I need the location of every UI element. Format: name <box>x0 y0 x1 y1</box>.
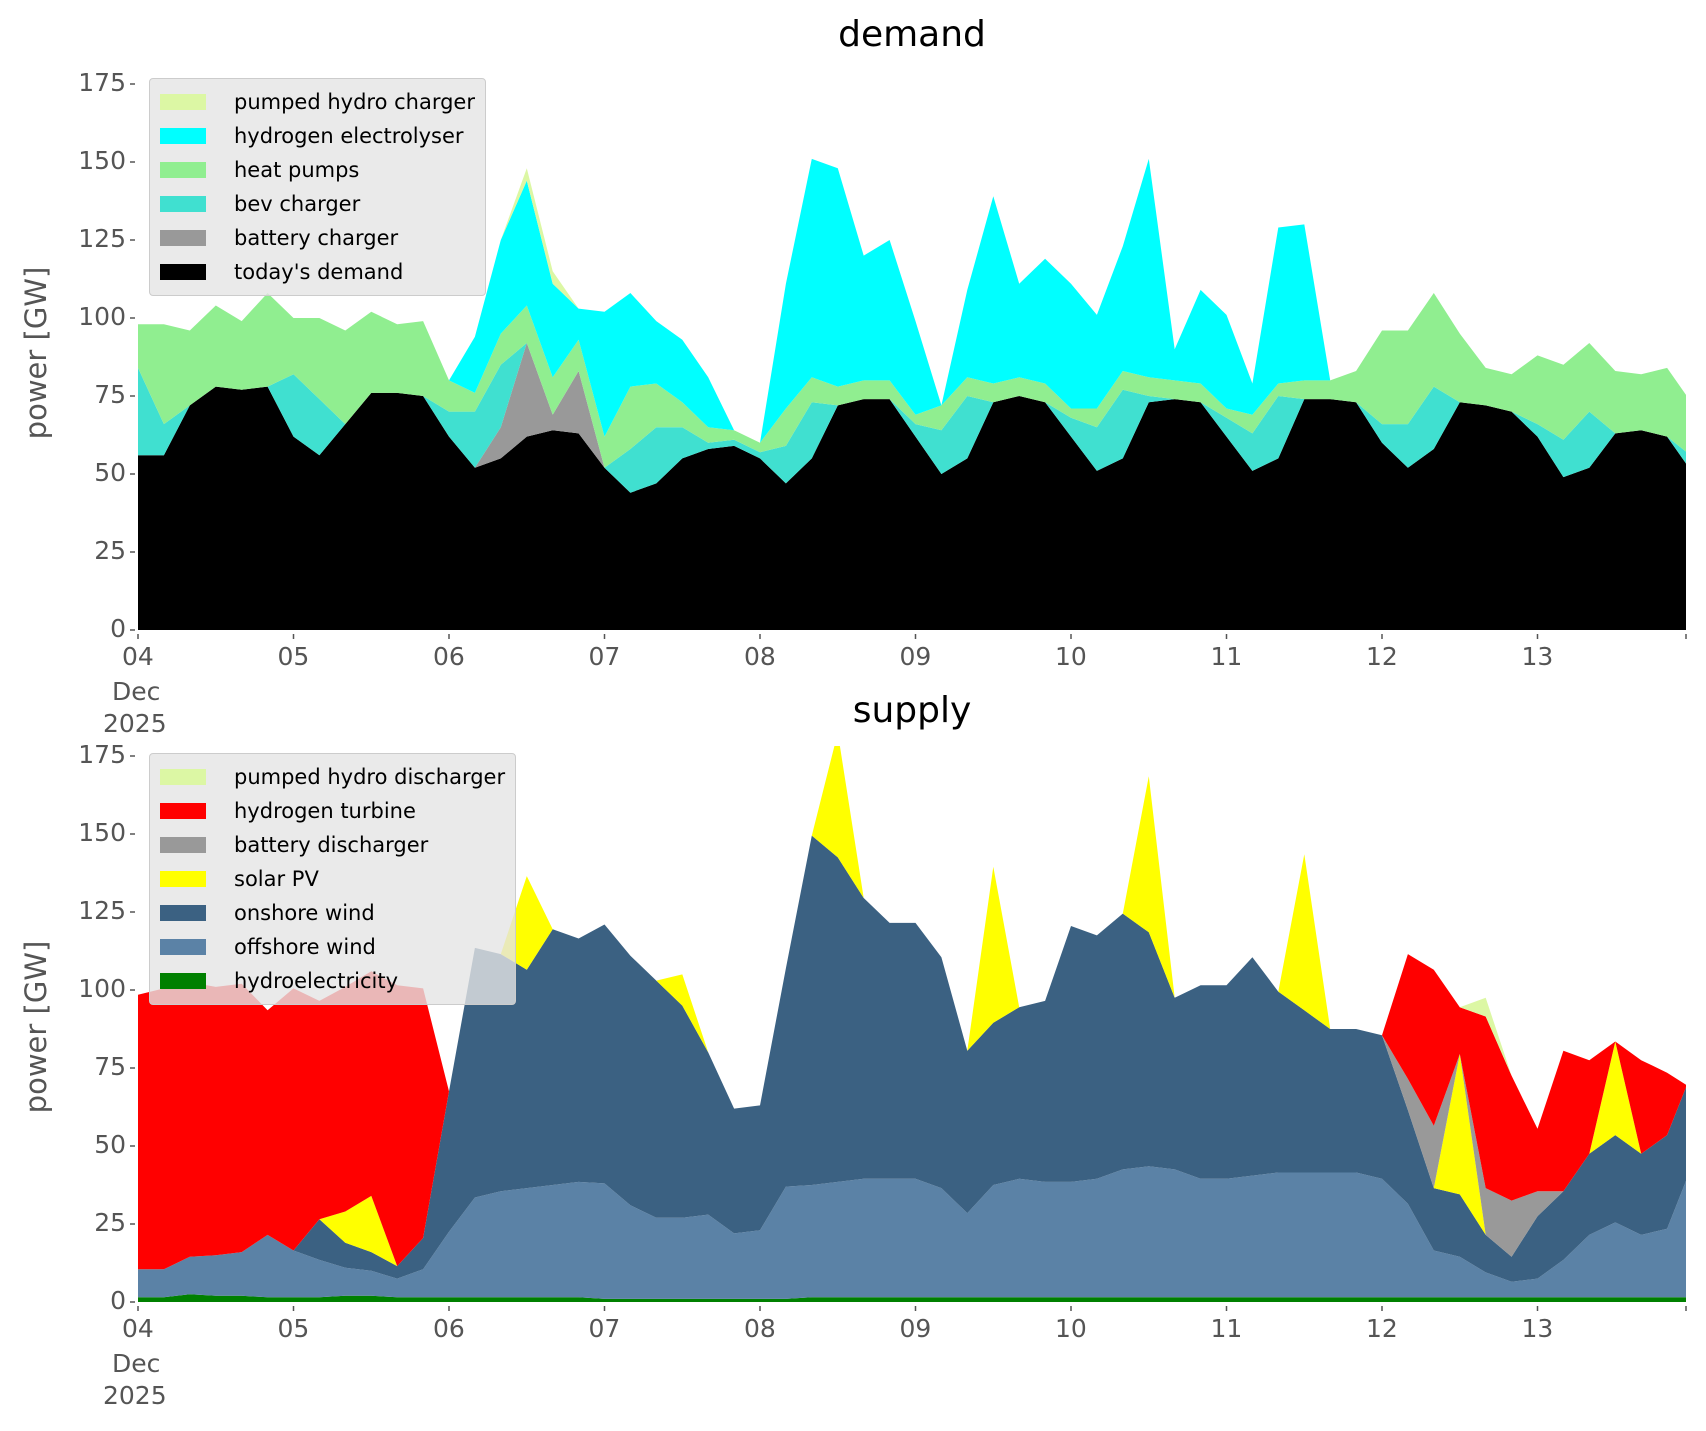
x-tick-label: 12 <box>1366 642 1398 671</box>
legend-item: onshore wind <box>158 896 505 930</box>
area-battery-discharger <box>138 746 1686 1270</box>
x-tick-label: 11 <box>1210 1314 1243 1343</box>
x-tick-label: 04 <box>122 1314 154 1343</box>
y-tick-label: 125 <box>78 224 126 253</box>
legend-label: pumped hydro charger <box>234 90 475 114</box>
x-tick-label: 07 <box>588 642 621 671</box>
y-tick-label: 175 <box>78 740 126 769</box>
legend-swatch <box>160 837 206 853</box>
y-tick-label: 100 <box>78 974 126 1003</box>
y-tick-label: 0 <box>110 1286 126 1315</box>
legend-item: pumped hydro discharger <box>158 760 505 794</box>
legend-label: battery discharger <box>234 833 429 857</box>
legend-item: pumped hydro charger <box>158 85 475 119</box>
y-tick-label: 0 <box>110 614 126 643</box>
x-tick-label: 07 <box>588 1314 621 1343</box>
area-hydroelectricity <box>138 1294 1686 1302</box>
legend-swatch <box>160 162 206 178</box>
legend-swatch <box>160 905 206 921</box>
supply-title: supply <box>852 690 972 731</box>
legend-swatch <box>160 128 206 144</box>
x-tick-label: 05 <box>277 1314 310 1343</box>
x-tick-month-label: Dec <box>112 1349 161 1378</box>
legend-item: heat pumps <box>158 153 475 187</box>
area-hydrogen-turbine <box>138 746 1686 1270</box>
legend-label: solar PV <box>234 867 319 891</box>
y-tick-label: 175 <box>78 68 126 97</box>
legend-item: hydrogen turbine <box>158 794 505 828</box>
x-tick-label: 10 <box>1055 642 1087 671</box>
legend-swatch <box>160 871 206 887</box>
area-offshore-wind <box>138 1166 1686 1299</box>
legend-swatch <box>160 939 206 955</box>
y-tick-label: 75 <box>94 380 126 409</box>
legend-item: solar PV <box>158 862 505 896</box>
x-tick-label: 05 <box>277 642 310 671</box>
x-tick-label: 08 <box>744 1314 776 1343</box>
demand-title: demand <box>838 14 986 55</box>
legend-item: offshore wind <box>158 930 505 964</box>
y-tick-label: 50 <box>94 1130 126 1159</box>
y-tick-label: 25 <box>94 1208 126 1237</box>
x-tick-label: 10 <box>1055 1314 1087 1343</box>
x-tick-label: 06 <box>433 1314 465 1343</box>
x-tick-year-label: 2025 <box>103 1381 167 1410</box>
legend-item: hydroelectricity <box>158 964 505 998</box>
x-tick-label: 11 <box>1210 642 1243 671</box>
legend-swatch <box>160 803 206 819</box>
legend-swatch <box>160 264 206 280</box>
legend-label: today's demand <box>234 260 404 284</box>
legend-label: onshore wind <box>234 901 375 925</box>
area-bev-charger <box>138 343 1686 493</box>
area-battery-charger <box>138 343 1686 493</box>
demand-plot <box>130 83 1687 639</box>
y-tick-label: 25 <box>94 536 126 565</box>
x-tick-label: 13 <box>1521 1314 1554 1343</box>
legend-item: battery discharger <box>158 828 505 862</box>
legend-item: battery charger <box>158 221 475 255</box>
legend-label: bev charger <box>234 192 361 216</box>
legend-swatch <box>160 769 206 785</box>
area-onshore-wind <box>138 835 1686 1282</box>
legend-swatch <box>160 196 206 212</box>
y-tick-label: 150 <box>78 146 126 175</box>
x-tick-month-label: Dec <box>112 677 161 706</box>
x-tick-year-label: 2025 <box>103 709 167 738</box>
demand-legend: pumped hydro charger hydrogen electrolyse… <box>149 78 486 296</box>
y-tick-label: 150 <box>78 818 126 847</box>
x-tick-label: 09 <box>899 1314 932 1343</box>
supply-plot <box>130 746 1687 1311</box>
x-tick-label: 08 <box>744 642 776 671</box>
x-tick-label: 12 <box>1366 1314 1398 1343</box>
y-tick-label: 50 <box>94 458 126 487</box>
legend-swatch <box>160 973 206 989</box>
y-tick-label: 75 <box>94 1052 126 1081</box>
legend-swatch <box>160 94 206 110</box>
legend-label: hydrogen turbine <box>234 799 416 823</box>
x-tick-label: 13 <box>1521 642 1554 671</box>
legend-label: hydroelectricity <box>234 969 399 993</box>
area-today-s-demand <box>138 386 1686 630</box>
legend-item: bev charger <box>158 187 475 221</box>
legend-item: today's demand <box>158 255 475 289</box>
legend-swatch <box>160 230 206 246</box>
x-tick-label: 09 <box>899 642 932 671</box>
legend-label: battery charger <box>234 226 399 250</box>
legend-item: hydrogen electrolyser <box>158 119 475 153</box>
y-tick-label: 125 <box>78 896 126 925</box>
legend-label: hydrogen electrolyser <box>234 124 464 148</box>
x-tick-label: 06 <box>433 642 465 671</box>
supply-legend: pumped hydro discharger hydrogen turbine b… <box>149 753 517 1005</box>
y-tick-label: 100 <box>78 302 126 331</box>
area-hydrogen-electrolyser <box>138 158 1686 443</box>
legend-label: pumped hydro discharger <box>234 765 506 789</box>
legend-label: heat pumps <box>234 158 360 182</box>
area-heat-pumps <box>138 293 1686 468</box>
legend-label: offshore wind <box>234 935 376 959</box>
x-tick-label: 04 <box>122 642 154 671</box>
